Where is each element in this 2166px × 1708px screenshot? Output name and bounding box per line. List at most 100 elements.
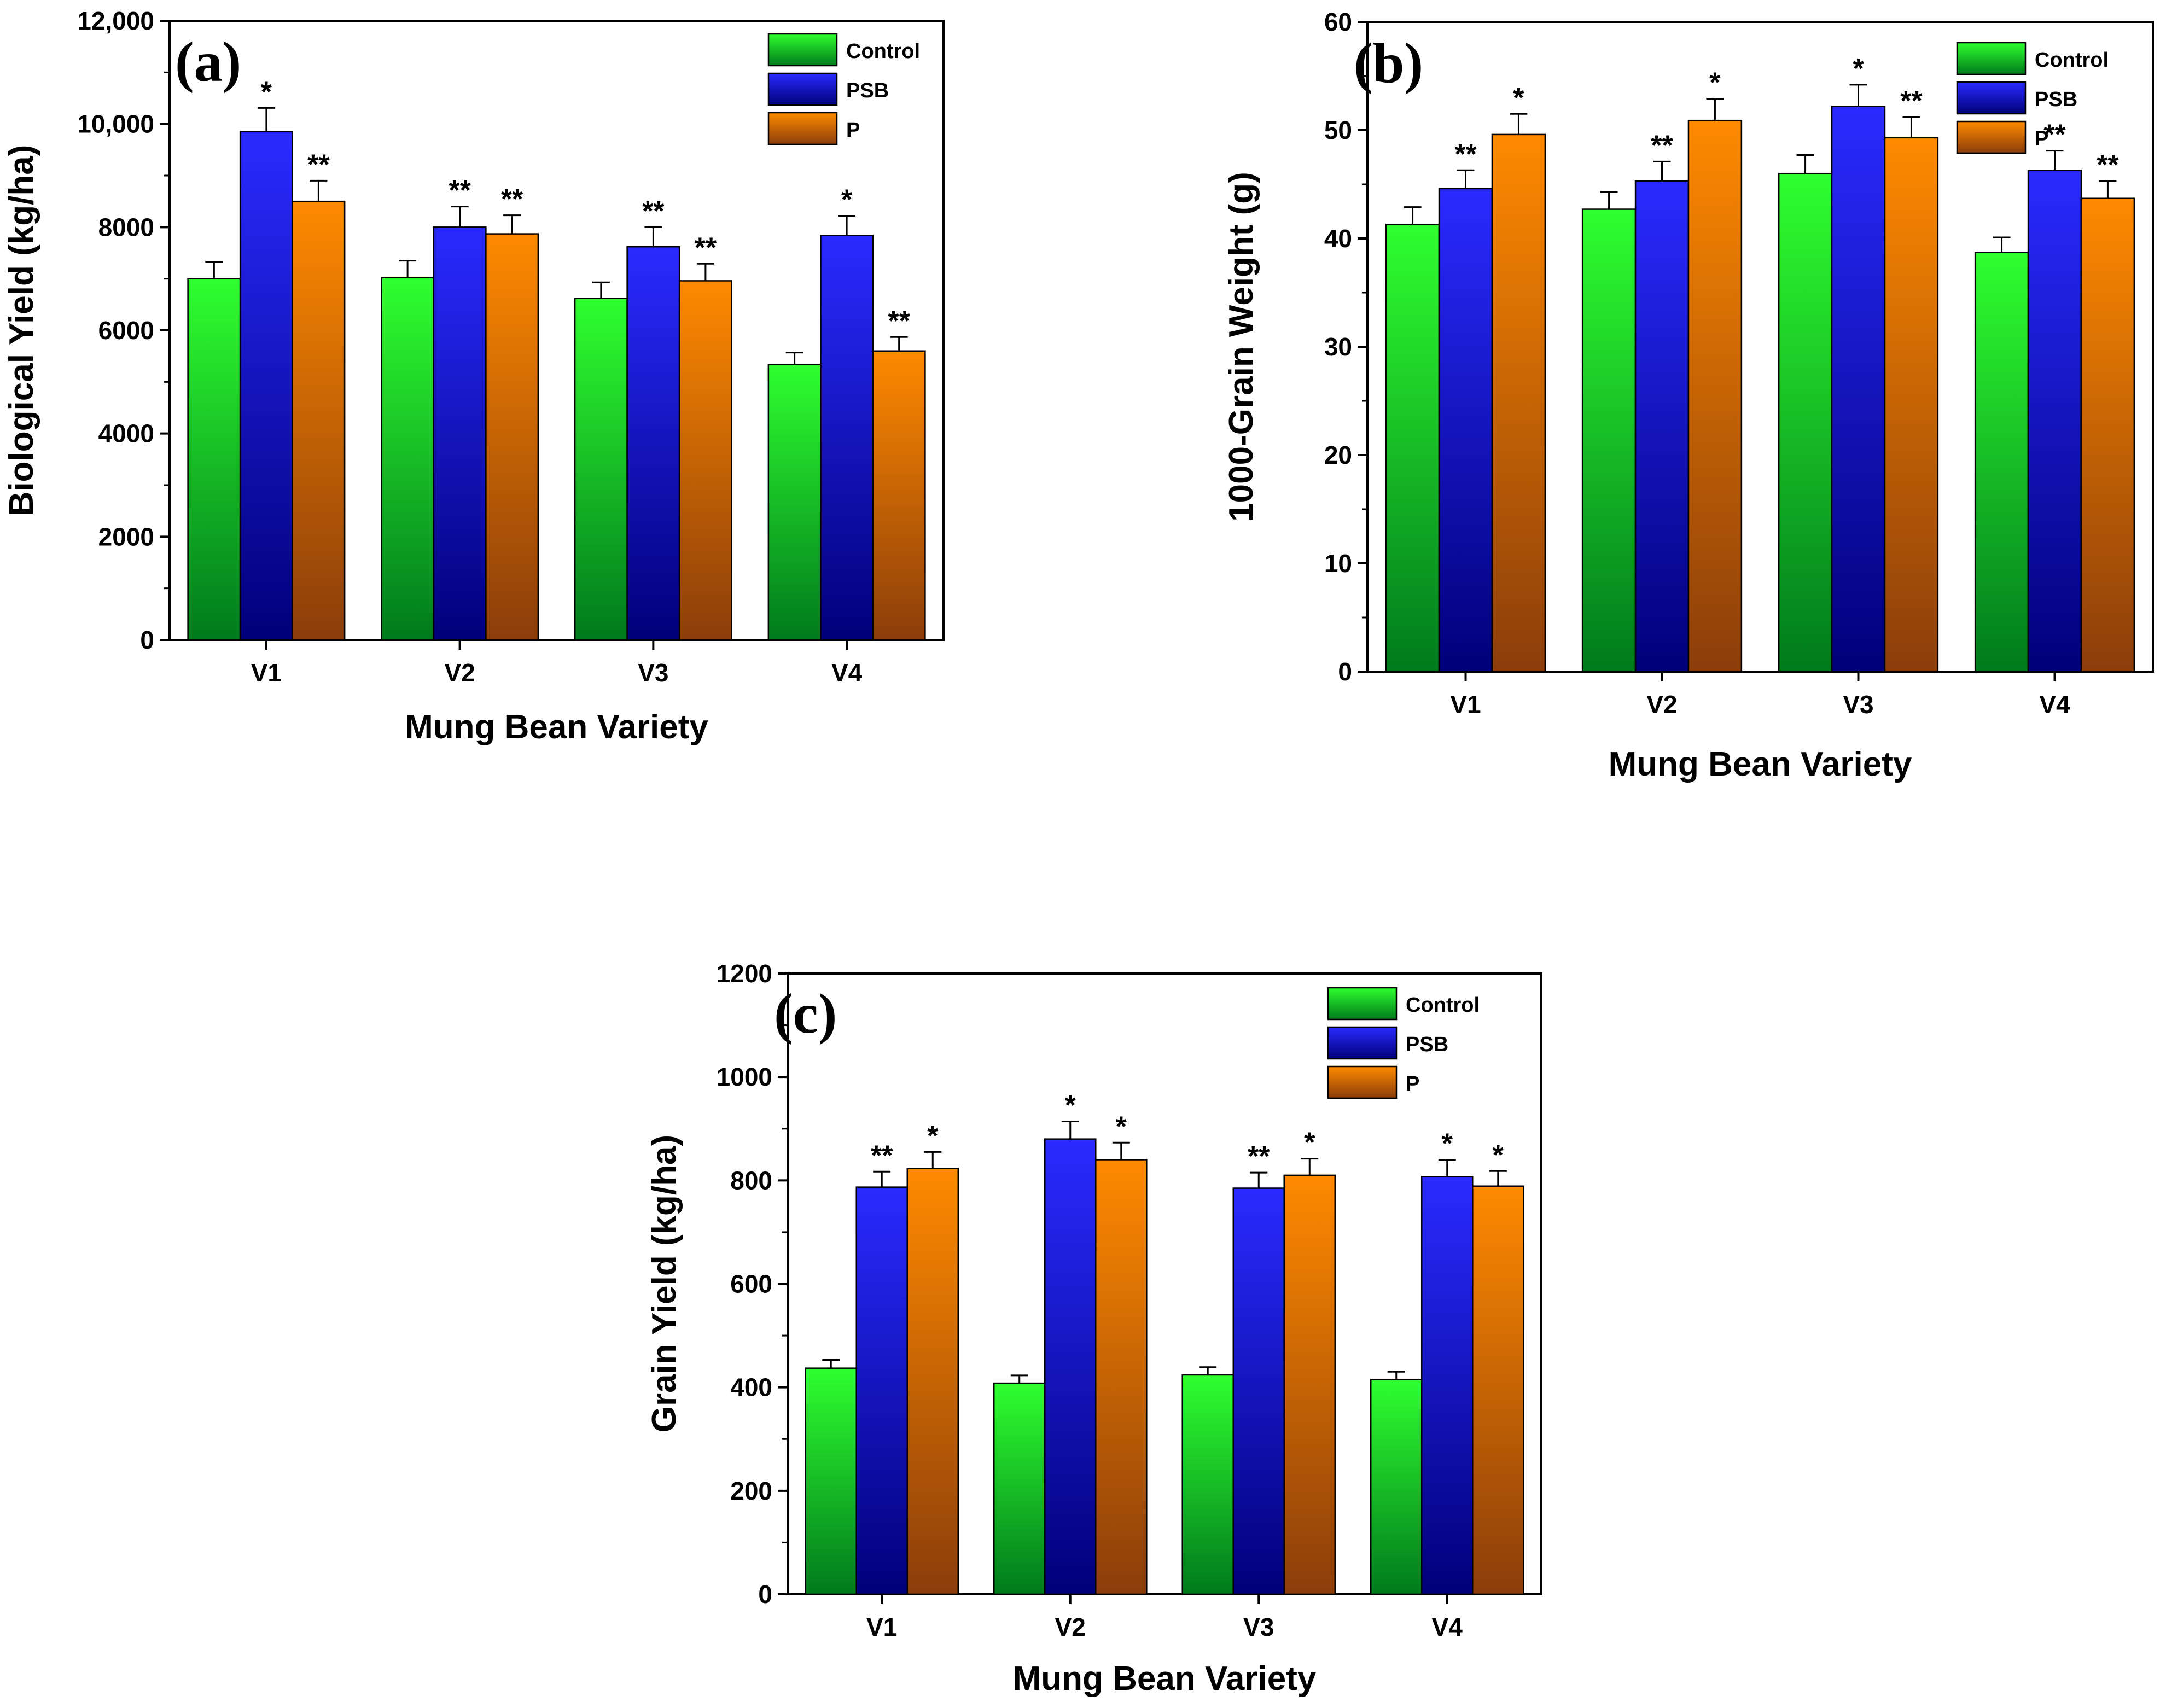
significance-label: ** <box>871 1140 893 1171</box>
legend-swatch-p <box>767 112 838 145</box>
significance-label: * <box>1709 67 1721 99</box>
bar-psb-v3 <box>1831 106 1886 673</box>
bar-control-v2 <box>1581 208 1637 673</box>
bar-control-v3 <box>574 298 628 641</box>
y-tick-label: 600 <box>730 1270 772 1298</box>
significance-label: * <box>1513 82 1524 114</box>
legend-label-psb: PSB <box>2035 88 2077 111</box>
bar-psb-v1 <box>855 1186 909 1595</box>
y-tick-label: 2000 <box>98 522 154 551</box>
bar-p-v1 <box>1491 133 1546 673</box>
legend-swatch-control <box>767 33 838 67</box>
x-tick-label: V1 <box>866 1613 897 1641</box>
bar-p-v2 <box>1095 1159 1148 1595</box>
x-tick-label: V3 <box>1843 690 1873 719</box>
x-axis-title: Mung Bean Variety <box>1013 1660 1317 1698</box>
bar-control-v1 <box>187 278 241 641</box>
y-tick-label: 4000 <box>98 419 154 448</box>
y-tick-label: 30 <box>1324 333 1352 361</box>
bar-control-v4 <box>1974 252 2029 673</box>
panel-label: (b) <box>1354 32 1423 95</box>
bar-psb-v4 <box>820 235 874 641</box>
y-tick-label: 1000 <box>717 1063 772 1091</box>
significance-label: * <box>1442 1128 1453 1160</box>
significance-label: * <box>261 76 272 108</box>
x-axis-title: Mung Bean Variety <box>405 708 708 746</box>
y-tick-label: 1200 <box>717 959 772 988</box>
significance-label: * <box>1116 1111 1127 1142</box>
bar-p-v3 <box>1283 1174 1336 1595</box>
y-tick-label: 6000 <box>98 316 154 345</box>
significance-label: ** <box>642 195 665 227</box>
bar-p-v4 <box>1472 1185 1524 1595</box>
legend-label-psb: PSB <box>846 79 889 102</box>
legend-label-control: Control <box>846 40 920 63</box>
bar-psb-v3 <box>626 246 680 641</box>
y-axis-title: Biological Yield (kg/ha) <box>3 145 40 516</box>
y-tick-label: 20 <box>1324 441 1352 469</box>
legend-label-p: P <box>1406 1072 1419 1095</box>
significance-label: ** <box>2043 119 2066 151</box>
significance-label: ** <box>1454 138 1477 170</box>
bar-control-v3 <box>1181 1374 1234 1595</box>
legend-label-psb: PSB <box>1406 1033 1448 1056</box>
panel-label: (c) <box>774 982 837 1045</box>
legend-swatch-psb <box>1956 81 2027 115</box>
x-tick-label: V2 <box>444 658 475 687</box>
bar-p-v4 <box>872 350 926 641</box>
bar-p-v3 <box>678 280 732 641</box>
legend-label-control: Control <box>2035 49 2109 72</box>
bar-psb-v3 <box>1232 1187 1285 1595</box>
legend-swatch-control <box>1327 987 1398 1021</box>
bar-psb-v2 <box>1044 1138 1097 1595</box>
bar-control-v1 <box>805 1367 857 1595</box>
x-tick-label: V2 <box>1055 1613 1086 1641</box>
significance-label: * <box>927 1120 939 1152</box>
significance-label: ** <box>307 149 330 180</box>
legend-label-control: Control <box>1406 994 1480 1017</box>
bar-p-v2 <box>1687 119 1743 673</box>
y-tick-label: 8000 <box>98 213 154 241</box>
x-tick-label: V3 <box>638 658 668 687</box>
bar-control-v4 <box>767 364 822 641</box>
bar-psb-v1 <box>239 131 293 641</box>
bar-p-v1 <box>292 200 346 641</box>
y-tick-label: 0 <box>758 1580 772 1608</box>
significance-label: ** <box>888 305 910 337</box>
x-tick-label: V4 <box>831 658 863 687</box>
legend-label-p: P <box>846 119 860 142</box>
legend-swatch-p <box>1956 120 2027 154</box>
x-tick-label: V3 <box>1243 1613 1274 1641</box>
significance-label: * <box>1304 1127 1315 1159</box>
bar-p-v3 <box>1884 137 1939 673</box>
significance-label: ** <box>449 175 471 207</box>
bar-p-v4 <box>2080 197 2135 673</box>
bar-control-v3 <box>1778 172 1833 673</box>
x-axis-title: Mung Bean Variety <box>1609 745 1912 783</box>
y-tick-label: 60 <box>1324 8 1352 36</box>
significance-label: ** <box>1900 85 1923 117</box>
y-tick-label: 800 <box>730 1166 772 1194</box>
legend-swatch-control <box>1956 42 2027 75</box>
significance-label: ** <box>2097 149 2119 181</box>
bar-psb-v1 <box>1438 188 1493 673</box>
bar-psb-v4 <box>1420 1176 1474 1595</box>
panel-label: (a) <box>175 31 241 94</box>
significance-label: * <box>1853 53 1864 85</box>
significance-label: * <box>841 184 853 216</box>
y-tick-label: 0 <box>140 626 154 654</box>
legend-label-p: P <box>2035 127 2048 150</box>
legend-swatch-p <box>1327 1065 1398 1099</box>
significance-label: ** <box>1248 1141 1270 1173</box>
x-tick-label: V4 <box>2039 690 2070 719</box>
y-tick-label: 400 <box>730 1373 772 1402</box>
legend-swatch-psb <box>1327 1026 1398 1060</box>
significance-label: * <box>1493 1139 1504 1171</box>
bar-control-v1 <box>1385 224 1440 673</box>
y-tick-label: 50 <box>1324 116 1352 144</box>
y-tick-label: 40 <box>1324 224 1352 253</box>
y-tick-label: 12,000 <box>77 7 154 35</box>
